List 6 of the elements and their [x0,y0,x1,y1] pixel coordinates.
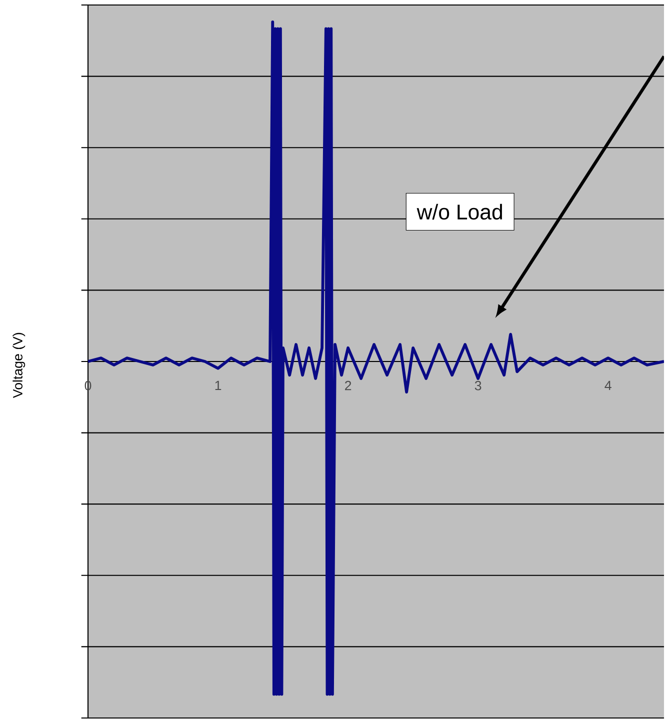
x-tick-label: 3 [475,380,482,390]
x-tick-label: 4 [604,380,612,390]
x-tick-label: 2 [345,380,352,390]
x-tick-label: 1 [216,380,222,390]
y-axis-title: Voltage (V) [12,332,26,398]
annotation: w/o Load [417,204,502,220]
